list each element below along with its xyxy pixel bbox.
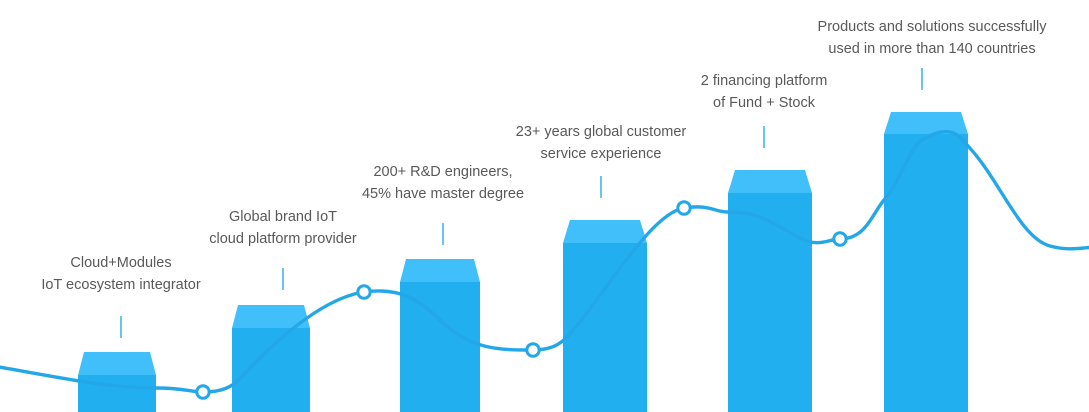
bar-top-face bbox=[400, 259, 480, 282]
curve-point-marker bbox=[195, 384, 211, 400]
curve-point-marker bbox=[832, 231, 848, 247]
bar-body bbox=[232, 328, 310, 412]
bar-column bbox=[728, 170, 812, 412]
bar-column bbox=[78, 352, 156, 412]
bar-body bbox=[728, 193, 812, 412]
bar-top-face bbox=[884, 112, 968, 134]
bar-column bbox=[232, 305, 310, 412]
bar-top-face bbox=[78, 352, 156, 375]
curve-point-marker bbox=[356, 284, 372, 300]
bar-top-face bbox=[728, 170, 812, 193]
bar-top-face bbox=[563, 220, 647, 243]
bar-top-face bbox=[232, 305, 310, 328]
bar-body bbox=[400, 282, 480, 412]
bar-column bbox=[400, 259, 480, 412]
curve-point-marker bbox=[525, 342, 541, 358]
trend-curve-path bbox=[0, 129, 1089, 394]
curve-point-marker bbox=[676, 200, 692, 216]
